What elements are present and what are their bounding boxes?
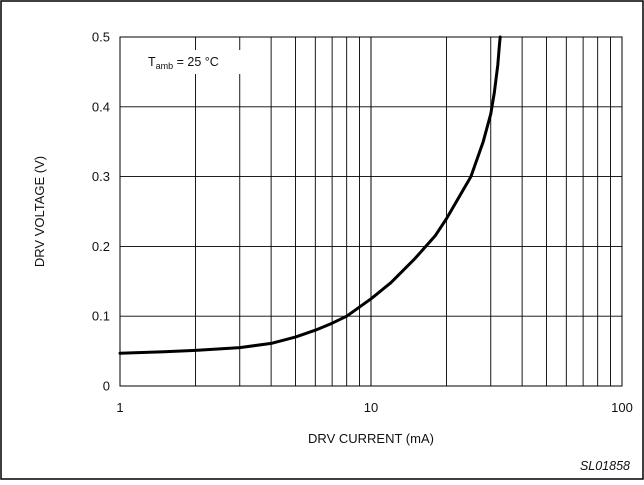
y-tick-label: 0.4 xyxy=(92,99,110,114)
temperature-annotation: Tamb = 25 °C xyxy=(148,55,219,71)
annotation-subscript: amb xyxy=(156,61,174,71)
grid-lines xyxy=(120,37,622,386)
x-tick-label: 100 xyxy=(611,400,633,415)
y-tick-label: 0.5 xyxy=(92,30,110,45)
plot-area-border xyxy=(119,36,623,387)
figure-id: SL01858 xyxy=(580,459,630,473)
series-line xyxy=(118,35,502,355)
y-tick-label: 0.3 xyxy=(92,169,110,184)
data-series xyxy=(118,35,502,355)
y-tick-label: 0 xyxy=(103,379,110,394)
y-tick-label: 0.2 xyxy=(92,239,110,254)
annotation-prefix: T xyxy=(148,55,156,69)
x-tick-label: 10 xyxy=(364,400,378,415)
annotation-suffix: = 25 °C xyxy=(173,55,219,69)
annotation-background xyxy=(140,50,246,74)
y-axis-label: DRV VOLTAGE (V) xyxy=(32,156,47,267)
y-tick-label: 0.1 xyxy=(92,309,110,324)
tick-labels: 1 10 100 0 0.1 0.2 0.3 0.4 0.5 xyxy=(92,30,633,416)
x-axis-label: DRV CURRENT (mA) xyxy=(308,431,434,446)
x-tick-label: 1 xyxy=(116,400,123,415)
